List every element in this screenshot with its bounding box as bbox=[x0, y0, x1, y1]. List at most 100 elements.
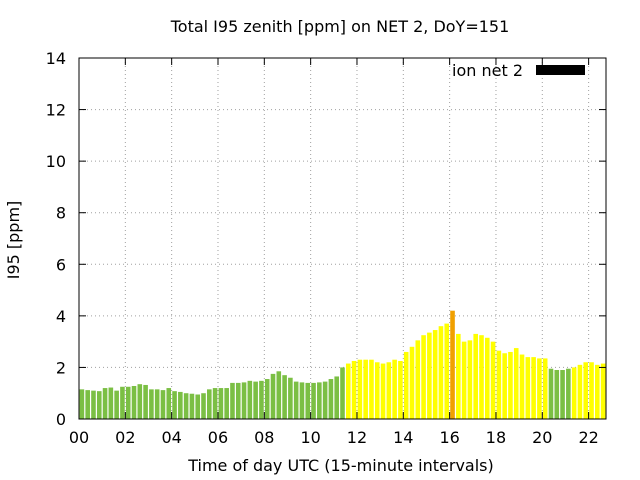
bar bbox=[270, 373, 276, 419]
x-axis-label: Time of day UTC (15-minute intervals) bbox=[187, 456, 494, 475]
x-tick-label: 06 bbox=[208, 428, 228, 447]
x-tick-label: 18 bbox=[486, 428, 506, 447]
bar bbox=[577, 364, 583, 419]
bar bbox=[444, 323, 450, 419]
bar bbox=[392, 359, 397, 419]
bar bbox=[247, 380, 253, 419]
y-tick-label: 14 bbox=[46, 49, 66, 68]
bar bbox=[108, 387, 114, 419]
bar bbox=[241, 382, 247, 419]
bar bbox=[114, 390, 119, 419]
bar bbox=[149, 389, 154, 419]
bar bbox=[154, 389, 160, 419]
bar bbox=[548, 368, 554, 419]
bar bbox=[334, 376, 340, 419]
x-tick-label: 02 bbox=[115, 428, 135, 447]
bar bbox=[143, 384, 148, 419]
bar bbox=[288, 377, 293, 419]
bar bbox=[427, 332, 432, 419]
bar bbox=[473, 333, 478, 419]
bar bbox=[276, 371, 282, 419]
bar bbox=[432, 330, 438, 419]
bar bbox=[409, 346, 415, 419]
bar bbox=[415, 340, 421, 419]
bar bbox=[560, 370, 565, 419]
bar bbox=[102, 388, 108, 419]
bar bbox=[369, 359, 374, 419]
legend-swatch bbox=[536, 65, 585, 75]
bar bbox=[340, 367, 345, 419]
bar bbox=[85, 390, 90, 419]
y-tick-label: 10 bbox=[46, 152, 66, 171]
bar bbox=[172, 391, 177, 419]
bar bbox=[183, 393, 189, 419]
bar bbox=[537, 358, 542, 419]
bar bbox=[479, 335, 484, 419]
y-tick-label: 2 bbox=[56, 358, 66, 377]
bar bbox=[137, 384, 143, 419]
bar bbox=[345, 363, 351, 419]
bar bbox=[380, 363, 386, 419]
x-tick-label: 12 bbox=[347, 428, 367, 447]
bar bbox=[259, 380, 264, 419]
legend: ion net 2 bbox=[452, 61, 585, 80]
bar bbox=[438, 326, 444, 419]
y-axis-label: I95 [ppm] bbox=[4, 201, 23, 280]
bar bbox=[490, 341, 496, 419]
bar bbox=[525, 357, 531, 419]
bar bbox=[218, 388, 224, 419]
bar bbox=[79, 389, 85, 419]
bar bbox=[374, 362, 380, 419]
bar bbox=[305, 382, 311, 419]
bar bbox=[571, 367, 577, 419]
bar bbox=[484, 337, 490, 419]
bar bbox=[589, 362, 594, 419]
bar bbox=[96, 391, 102, 419]
bar bbox=[201, 393, 206, 419]
y-tick-label: 4 bbox=[56, 307, 66, 326]
bar bbox=[357, 359, 363, 419]
bar bbox=[531, 357, 536, 419]
bar bbox=[461, 341, 467, 419]
bar bbox=[508, 351, 513, 419]
plot-frame bbox=[78, 57, 607, 420]
bar bbox=[467, 340, 473, 419]
bar bbox=[120, 386, 125, 419]
bar bbox=[554, 370, 560, 419]
y-tick-label: 8 bbox=[56, 204, 66, 223]
bar bbox=[398, 360, 403, 419]
bar-series bbox=[79, 310, 606, 419]
bar bbox=[456, 333, 461, 419]
x-tick-label: 16 bbox=[439, 428, 459, 447]
bar bbox=[600, 363, 606, 419]
bar bbox=[224, 388, 229, 419]
bar bbox=[386, 362, 392, 419]
grid-lines bbox=[79, 58, 606, 419]
bar bbox=[91, 390, 96, 419]
x-tick-label: 20 bbox=[532, 428, 552, 447]
bar bbox=[311, 382, 316, 419]
bar bbox=[363, 359, 368, 419]
y-tick-label: 12 bbox=[46, 101, 66, 120]
bar bbox=[189, 393, 195, 419]
y-tick-label: 0 bbox=[56, 410, 66, 429]
bar bbox=[542, 358, 548, 419]
bar bbox=[293, 381, 299, 419]
bar bbox=[212, 388, 218, 419]
x-tick-label: 14 bbox=[393, 428, 413, 447]
bar bbox=[253, 381, 258, 419]
bar bbox=[583, 362, 589, 419]
bar bbox=[131, 385, 137, 419]
bar bbox=[235, 382, 241, 419]
bar bbox=[322, 381, 328, 419]
x-tick-label: 00 bbox=[69, 428, 89, 447]
bar bbox=[502, 353, 507, 419]
bar bbox=[282, 375, 287, 419]
bar bbox=[421, 335, 426, 419]
bar bbox=[230, 382, 235, 419]
y-tick-label: 6 bbox=[56, 255, 66, 274]
bar bbox=[351, 360, 357, 419]
bar bbox=[160, 390, 166, 419]
